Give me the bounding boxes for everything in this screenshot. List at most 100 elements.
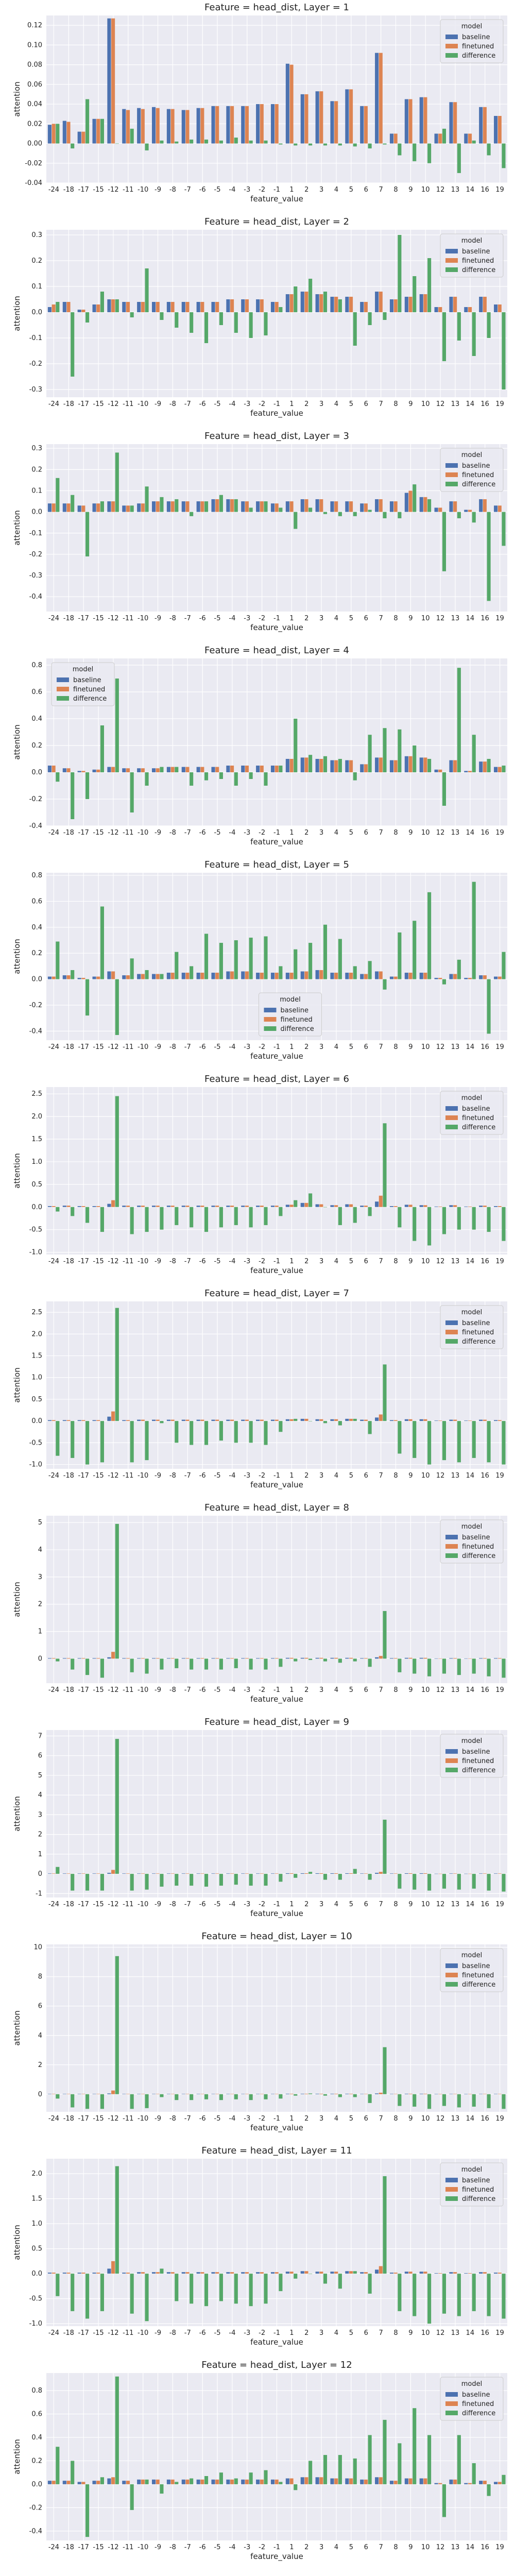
x-tick-label: 2 [304, 2115, 308, 2123]
bar-baseline [47, 1873, 52, 1874]
bar-baseline [330, 1205, 334, 1207]
bar-baseline [300, 757, 304, 772]
bar-difference [472, 1658, 476, 1674]
bar-baseline [241, 501, 245, 512]
bar-difference [71, 1874, 75, 1891]
legend-swatch-difference [445, 2411, 458, 2415]
y-tick-label: 0.6 [31, 2411, 42, 2418]
bar-finetuned [156, 974, 160, 979]
bar-finetuned [483, 1206, 487, 1207]
bar-baseline [92, 304, 96, 312]
bar-baseline [300, 1418, 304, 1421]
y-tick-label: -0.3 [29, 572, 42, 580]
bar-finetuned [349, 2478, 353, 2484]
y-tick-label: -0.4 [29, 822, 42, 830]
legend-label-finetuned: finetuned [462, 43, 494, 50]
legend-box [440, 1948, 504, 1992]
bar-baseline [107, 501, 111, 512]
bar-difference [264, 501, 268, 512]
bar-finetuned [185, 1206, 190, 1207]
legend-title: model [73, 666, 93, 673]
bar-difference [204, 2476, 209, 2484]
bar-baseline [464, 2483, 468, 2484]
bar-finetuned [438, 978, 442, 979]
legend-swatch-baseline [445, 1320, 458, 1325]
bar-finetuned [170, 1419, 175, 1421]
bar-difference [145, 1421, 149, 1461]
bar-difference [219, 772, 223, 779]
bar-difference [472, 2463, 476, 2484]
bar-finetuned [483, 1873, 487, 1874]
x-axis-label: feature_value [250, 2123, 303, 2133]
bar-finetuned [52, 1420, 56, 1421]
y-axis-label: attention [12, 2225, 22, 2260]
y-tick-label: 4 [38, 2032, 42, 2040]
x-tick-label: -9 [154, 2329, 161, 2337]
bar-baseline [137, 1419, 141, 1421]
bar-difference [368, 2274, 372, 2294]
legend-swatch-difference [264, 1026, 277, 1031]
x-tick-label: -11 [123, 2544, 133, 2551]
bar-baseline [62, 1873, 66, 1874]
x-tick-label: 8 [393, 615, 398, 622]
bar-difference [442, 1874, 447, 1889]
x-tick-label: 1 [289, 2115, 294, 2123]
bar-baseline [330, 760, 334, 772]
bar-difference [85, 1207, 90, 1223]
bar-finetuned [379, 2266, 383, 2274]
chart-title: Feature = head_dist, Layer = 2 [204, 216, 349, 227]
bar-baseline [226, 499, 230, 512]
x-tick-label: 9 [408, 829, 413, 837]
bar-difference [427, 892, 432, 979]
x-tick-label: -17 [78, 615, 89, 622]
legend-label-finetuned: finetuned [462, 1757, 494, 1765]
bar-finetuned [185, 2272, 190, 2274]
bar-baseline [151, 768, 156, 772]
x-tick-label: -1 [273, 1901, 280, 1908]
bar-difference [130, 2274, 134, 2314]
chart-title: Feature = head_dist, Layer = 12 [201, 2360, 352, 2370]
bar-finetuned [200, 1419, 204, 1421]
bar-finetuned [81, 505, 85, 512]
bar-difference [353, 1207, 357, 1223]
bar-baseline [226, 2272, 230, 2274]
y-tick-label: -0.4 [29, 593, 42, 601]
x-tick-label: 13 [451, 1472, 460, 1480]
bar-finetuned [96, 1420, 100, 1421]
bar-baseline [241, 1419, 245, 1421]
legend-swatch-baseline [445, 249, 458, 253]
bar-difference [100, 2094, 104, 2109]
x-tick-label: -11 [123, 2115, 133, 2123]
bar-finetuned [364, 1206, 368, 1207]
legend-label-finetuned: finetuned [462, 2186, 494, 2194]
bar-difference [249, 772, 253, 779]
bar-finetuned [96, 2481, 100, 2484]
x-tick-label: 5 [349, 1472, 353, 1480]
x-tick-label: -24 [48, 2115, 59, 2123]
x-tick-label: -2 [259, 829, 265, 837]
x-tick-label: 16 [480, 1258, 489, 1265]
x-tick-label: 7 [379, 2329, 383, 2337]
bar-difference [323, 2455, 328, 2484]
bar-baseline [464, 978, 468, 979]
bar-finetuned [274, 2479, 279, 2484]
bar-difference [383, 2176, 387, 2274]
x-tick-label: -12 [108, 615, 118, 622]
bar-finetuned [497, 1873, 502, 1874]
bar-finetuned [81, 1420, 85, 1421]
y-tick-label: 5 [38, 1519, 42, 1527]
bar-baseline [107, 2478, 111, 2484]
bar-difference [472, 1874, 476, 1889]
x-tick-label: -1 [273, 1043, 280, 1051]
bar-finetuned [260, 766, 264, 772]
bar-difference [398, 235, 402, 312]
x-tick-label: 2 [304, 2329, 308, 2337]
bar-baseline [464, 307, 468, 312]
bar-finetuned [304, 2477, 308, 2484]
bar-difference [234, 1207, 238, 1225]
bar-finetuned [52, 976, 56, 979]
bar-difference [487, 759, 491, 772]
legend-box [440, 2162, 504, 2207]
x-axis-label: feature_value [250, 1052, 303, 1061]
legend-label-baseline: baseline [462, 2391, 490, 2399]
